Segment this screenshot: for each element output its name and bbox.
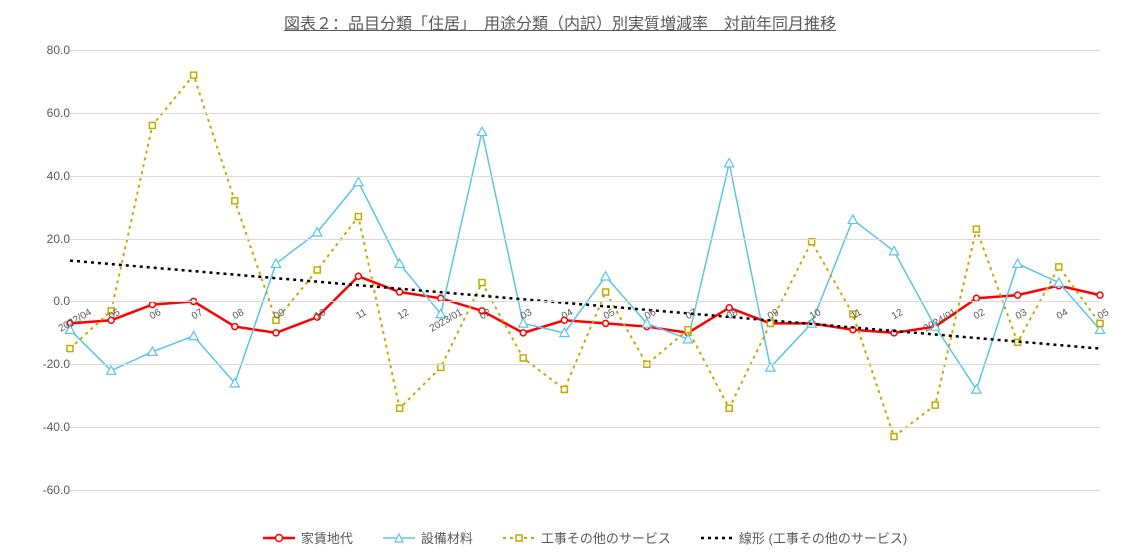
marker (848, 215, 857, 223)
marker (1097, 292, 1103, 298)
y-tick-label: 20.0 (20, 232, 70, 246)
legend-label: 設備材料 (421, 528, 473, 547)
chart-svg (70, 50, 1100, 490)
gridline (70, 50, 1100, 51)
legend-swatch (503, 531, 535, 545)
plot-area: 2022/0405060708091011122023/010203040506… (70, 50, 1100, 490)
marker (314, 267, 320, 273)
legend-item-線形: 線形 (工事その他のサービス) (701, 528, 907, 547)
marker (561, 386, 567, 392)
marker (891, 434, 897, 440)
legend-item-工事その他のサービス: 工事その他のサービス (503, 528, 671, 547)
marker (438, 364, 444, 370)
gridline (70, 239, 1100, 240)
marker (520, 330, 526, 336)
legend-label: 家賃地代 (301, 528, 353, 547)
series-設備材料 (70, 132, 1100, 390)
gridline (70, 301, 1100, 302)
gridline (70, 176, 1100, 177)
marker (1054, 278, 1063, 286)
y-tick-label: 0.0 (20, 294, 70, 308)
gridline (70, 113, 1100, 114)
marker (932, 402, 938, 408)
marker (67, 346, 73, 352)
y-tick-label: -40.0 (20, 420, 70, 434)
marker (603, 289, 609, 295)
y-tick-label: 60.0 (20, 106, 70, 120)
chart-title: 図表２：品目分類「住居」 用途分類（内訳）別実質増減率 対前年同月推移 (10, 10, 1110, 34)
marker (191, 72, 197, 78)
gridline (70, 490, 1100, 491)
marker (232, 198, 238, 204)
y-tick-label: -20.0 (20, 357, 70, 371)
marker (726, 405, 732, 411)
y-tick-label: 40.0 (20, 169, 70, 183)
marker (477, 127, 486, 135)
legend-item-家賃地代: 家賃地代 (263, 528, 353, 547)
marker (354, 177, 363, 185)
legend-item-設備材料: 設備材料 (383, 528, 473, 547)
marker (273, 330, 279, 336)
legend: 家賃地代 設備材料 工事その他のサービス 線形 (工事その他のサービス) (70, 528, 1100, 547)
series-工事その他のサービス (70, 75, 1100, 436)
marker (395, 259, 404, 267)
marker (520, 355, 526, 361)
marker (1013, 259, 1022, 267)
marker (355, 214, 361, 220)
marker (1056, 264, 1062, 270)
marker (973, 226, 979, 232)
gridline (70, 427, 1100, 428)
legend-swatch (701, 531, 733, 545)
marker (355, 273, 361, 279)
marker (438, 295, 444, 301)
legend-swatch (383, 531, 415, 545)
marker (972, 385, 981, 393)
chart-container: 図表２：品目分類「住居」 用途分類（内訳）別実質増減率 対前年同月推移 2022… (10, 10, 1110, 547)
marker (232, 324, 238, 330)
y-tick-label: 80.0 (20, 43, 70, 57)
marker (973, 295, 979, 301)
marker (149, 302, 155, 308)
marker (809, 239, 815, 245)
gridline (70, 364, 1100, 365)
legend-label: 線形 (工事その他のサービス) (739, 528, 907, 547)
marker (189, 331, 198, 339)
marker (1015, 292, 1021, 298)
legend-label: 工事その他のサービス (541, 528, 671, 547)
y-tick-label: -60.0 (20, 483, 70, 497)
marker (685, 327, 691, 333)
marker (479, 280, 485, 286)
marker (397, 405, 403, 411)
marker (601, 272, 610, 280)
legend-swatch (263, 531, 295, 545)
marker (725, 158, 734, 166)
marker (149, 122, 155, 128)
